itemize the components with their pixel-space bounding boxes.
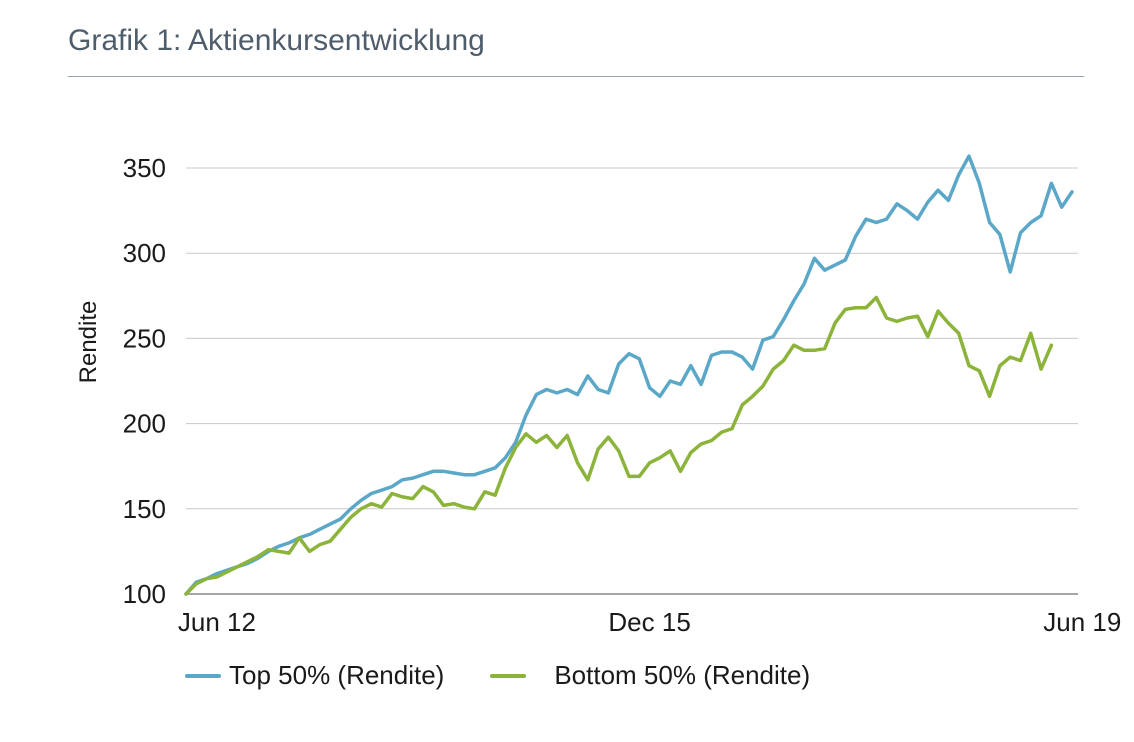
legend-item-bottom: Bottom 50% (Rendite)	[490, 660, 810, 691]
legend-label-bottom: Bottom 50% (Rendite)	[554, 660, 811, 690]
series-line-bottom-50	[184, 295, 1054, 596]
x-tick-label: Dec 15	[608, 607, 690, 637]
y-tick-label: 300	[123, 238, 166, 268]
y-tick-label: 150	[123, 494, 166, 524]
y-tick-label: 350	[123, 153, 166, 183]
legend: Top 50% (Rendite) Bottom 50% (Rendite)	[185, 660, 848, 691]
x-tick-label: Jun 12	[178, 607, 256, 637]
y-tick-label: 200	[123, 409, 166, 439]
y-tick-label: 250	[123, 323, 166, 353]
legend-swatch-bottom	[490, 673, 527, 678]
x-axis-ticks: Jun 12 Dec 15 Jun 19	[178, 607, 1121, 637]
series-line-top-50	[184, 154, 1074, 596]
y-axis-title: Rendite	[75, 301, 102, 384]
title-divider	[68, 76, 1084, 77]
legend-item-top: Top 50% (Rendite)	[185, 660, 444, 691]
legend-swatch-top	[185, 673, 221, 678]
page-title: Grafik 1: Aktienkursentwicklung	[68, 24, 485, 57]
grid-lines	[186, 167, 1078, 595]
legend-label-top: Top 50% (Rendite)	[229, 660, 445, 690]
series-lines	[184, 154, 1074, 596]
y-tick-label: 100	[123, 579, 166, 609]
y-axis-ticks: 100 150 200 250 300 350	[123, 153, 166, 609]
x-tick-label: Jun 19	[1043, 607, 1121, 637]
